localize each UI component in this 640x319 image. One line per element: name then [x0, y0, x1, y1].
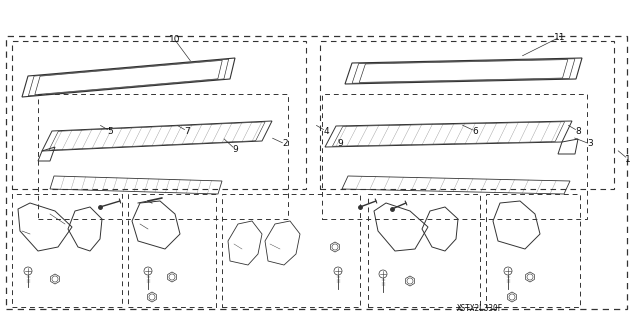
Text: 4: 4	[323, 127, 329, 136]
Text: 1: 1	[625, 154, 631, 164]
Text: 7: 7	[184, 127, 190, 136]
Text: 3: 3	[587, 139, 593, 149]
Text: 2: 2	[282, 139, 288, 149]
Text: 5: 5	[107, 127, 113, 136]
Text: 8: 8	[575, 127, 581, 136]
Text: 10: 10	[169, 35, 180, 44]
Text: 6: 6	[472, 127, 478, 136]
Text: 9: 9	[337, 139, 343, 149]
Text: 9: 9	[232, 145, 238, 153]
Text: 11: 11	[554, 33, 566, 41]
Text: XSTX2L330F: XSTX2L330F	[457, 304, 503, 313]
